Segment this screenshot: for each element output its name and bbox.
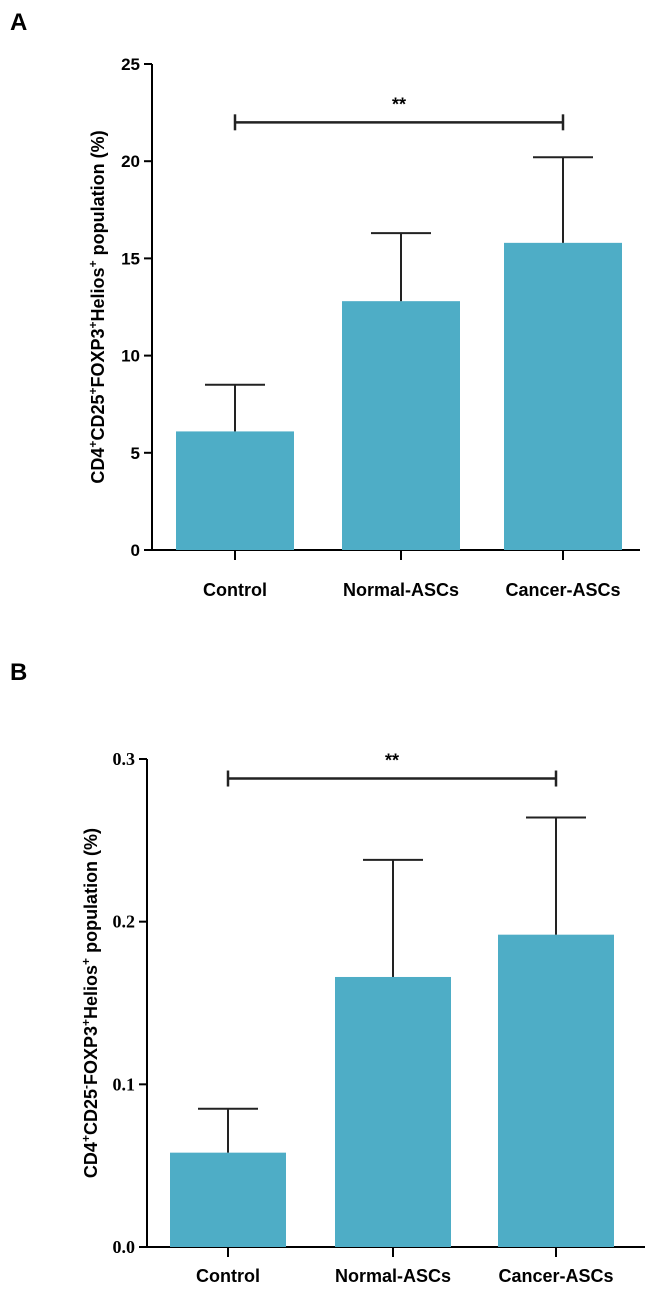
x-tick-label: Normal-ASCs [343, 580, 459, 600]
x-tick-label: Cancer-ASCs [505, 580, 620, 600]
panel-a-letter: A [10, 9, 27, 36]
bar [498, 934, 614, 1247]
x-tick-label: Normal-ASCs [335, 1266, 451, 1286]
panel-b-letter: B [10, 659, 27, 686]
y-tick-label: 0 [131, 541, 140, 560]
y-tick-label: 10 [121, 347, 140, 366]
y-axis-label: CD4+​CD25-​FOXP3+​Helios+​ population (%… [79, 828, 101, 1178]
y-axis-label: CD4+​CD25+​FOXP3+​Helios+​ population (%… [86, 130, 108, 483]
significance-label: ** [385, 751, 399, 771]
y-tick-label: 5 [131, 444, 140, 463]
y-tick-label: 15 [121, 249, 140, 268]
y-tick-label: 25 [121, 55, 140, 74]
bar [176, 431, 294, 550]
bar [170, 1152, 286, 1247]
bar [335, 976, 451, 1247]
panel-b: B 0.0 0.1 0.2 0.3 Control Normal-ASCs Cancer-A… [10, 659, 645, 1286]
x-tick-label: Cancer-ASCs [498, 1266, 613, 1286]
significance-label: ** [392, 94, 406, 114]
x-tick-label: Control [203, 580, 267, 600]
y-tick-label: 20 [121, 152, 140, 171]
bar [342, 301, 460, 550]
y-tick-label: 0.2 [113, 912, 136, 932]
bar [504, 242, 622, 550]
panel-a: A 0 5 10 15 20 25 Control Normal-ASCs Cancer-ASC… [10, 9, 640, 600]
y-tick-label: 0.3 [113, 749, 136, 769]
y-tick-label: 0.0 [113, 1237, 136, 1257]
y-tick-label: 0.1 [113, 1074, 136, 1094]
x-tick-label: Control [196, 1266, 260, 1286]
